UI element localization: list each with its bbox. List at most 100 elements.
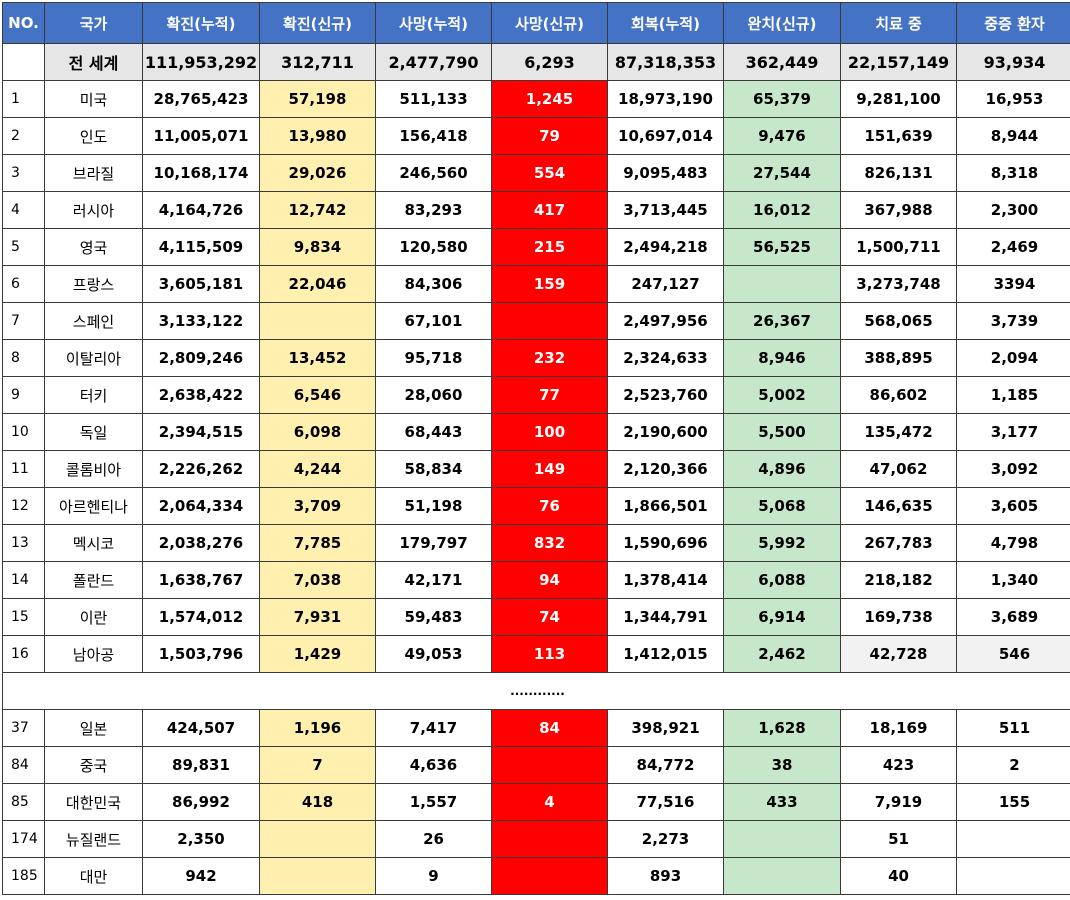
- cell-confirmed-new: [259, 302, 376, 340]
- cell-confirmed-total: 2,350: [142, 820, 260, 858]
- cell-critical: 1,340: [956, 561, 1070, 599]
- cell-deaths-total: 1,557: [375, 783, 492, 821]
- cell-deaths-new: [491, 746, 608, 784]
- cell-recovered-total: 84,772: [607, 746, 724, 784]
- table-row: 185 대만 942 9 893 40: [2, 857, 1070, 895]
- cell-recovered-total: 1,866,501: [607, 487, 724, 525]
- table-row: 37 일본 424,507 1,196 7,417 84 398,921 1,628 18,16…: [2, 709, 1070, 747]
- cell-deaths-new: 100: [491, 413, 608, 451]
- country-name: 일본: [44, 709, 143, 747]
- cell-deaths-total: 84,306: [375, 265, 492, 303]
- cell-deaths-total: 511,133: [375, 80, 492, 118]
- cell-deaths-total: 59,483: [375, 598, 492, 636]
- cell-confirmed-new: 6,546: [259, 376, 376, 414]
- country-name: 영국: [44, 228, 143, 266]
- header-confirmed-total: 확진(누적): [142, 2, 260, 44]
- cell-active: 367,988: [840, 191, 957, 229]
- world-deaths-total: 2,477,790: [375, 43, 492, 81]
- cell-deaths-new: 74: [491, 598, 608, 636]
- cell-active: 42,728: [840, 635, 957, 673]
- cell-confirmed-total: 3,605,181: [142, 265, 260, 303]
- cell-critical: 3,689: [956, 598, 1070, 636]
- cell-recovered-new: 16,012: [723, 191, 841, 229]
- cell-confirmed-total: 86,992: [142, 783, 260, 821]
- row-number: 7: [2, 302, 45, 340]
- cell-confirmed-total: 3,133,122: [142, 302, 260, 340]
- header-deaths-total: 사망(누적): [375, 2, 492, 44]
- table-row: 13 멕시코 2,038,276 7,785 179,797 832 1,590,696 5,…: [2, 524, 1070, 562]
- table-row: 4 러시아 4,164,726 12,742 83,293 417 3,713,445 16,…: [2, 191, 1070, 229]
- cell-confirmed-new: 7,931: [259, 598, 376, 636]
- cell-confirmed-new: 1,196: [259, 709, 376, 747]
- cell-confirmed-total: 2,809,246: [142, 339, 260, 377]
- cell-deaths-new: 149: [491, 450, 608, 488]
- cell-recovered-new: 4,896: [723, 450, 841, 488]
- cell-deaths-new: 159: [491, 265, 608, 303]
- cell-recovered-new: 1,628: [723, 709, 841, 747]
- cell-confirmed-total: 942: [142, 857, 260, 895]
- cell-active: 267,783: [840, 524, 957, 562]
- cell-confirmed-new: 3,709: [259, 487, 376, 525]
- table-row: 5 영국 4,115,509 9,834 120,580 215 2,494,218 56,5…: [2, 228, 1070, 266]
- cell-confirmed-total: 2,638,422: [142, 376, 260, 414]
- ellipsis-row: ............: [2, 672, 1070, 710]
- cell-deaths-total: 179,797: [375, 524, 492, 562]
- cell-recovered-total: 77,516: [607, 783, 724, 821]
- table-row: 12 아르헨티나 2,064,334 3,709 51,198 76 1,866,501 5,…: [2, 487, 1070, 525]
- cell-confirmed-total: 2,226,262: [142, 450, 260, 488]
- cell-recovered-new: 2,462: [723, 635, 841, 673]
- cell-critical: 8,944: [956, 117, 1070, 155]
- cell-recovered-new: [723, 820, 841, 858]
- cell-recovered-total: 2,273: [607, 820, 724, 858]
- cell-recovered-new: 65,379: [723, 80, 841, 118]
- cell-confirmed-new: 12,742: [259, 191, 376, 229]
- country-name: 미국: [44, 80, 143, 118]
- cell-confirmed-new: 13,980: [259, 117, 376, 155]
- country-name: 터키: [44, 376, 143, 414]
- row-number: 174: [2, 820, 45, 858]
- cell-deaths-total: 7,417: [375, 709, 492, 747]
- row-number: 37: [2, 709, 45, 747]
- cell-confirmed-new: 418: [259, 783, 376, 821]
- cell-confirmed-new: 7: [259, 746, 376, 784]
- row-number: 4: [2, 191, 45, 229]
- cell-deaths-new: 215: [491, 228, 608, 266]
- cell-active: 169,738: [840, 598, 957, 636]
- cell-critical: 2,300: [956, 191, 1070, 229]
- country-name: 이탈리아: [44, 339, 143, 377]
- cell-confirmed-total: 11,005,071: [142, 117, 260, 155]
- table-row: 15 이란 1,574,012 7,931 59,483 74 1,344,791 6,914…: [2, 598, 1070, 636]
- cell-deaths-total: 246,560: [375, 154, 492, 192]
- cell-confirmed-total: 1,503,796: [142, 635, 260, 673]
- cell-active: 9,281,100: [840, 80, 957, 118]
- cell-confirmed-total: 89,831: [142, 746, 260, 784]
- cell-active: 423: [840, 746, 957, 784]
- cell-confirmed-total: 2,064,334: [142, 487, 260, 525]
- cell-deaths-new: [491, 820, 608, 858]
- cell-critical: 2: [956, 746, 1070, 784]
- cell-deaths-total: 120,580: [375, 228, 492, 266]
- table-row: 10 독일 2,394,515 6,098 68,443 100 2,190,600 5,50…: [2, 413, 1070, 451]
- cell-recovered-total: 3,713,445: [607, 191, 724, 229]
- cell-deaths-new: 832: [491, 524, 608, 562]
- ellipsis-text: ............: [2, 672, 1070, 710]
- cell-recovered-new: 8,946: [723, 339, 841, 377]
- cell-critical: 1,185: [956, 376, 1070, 414]
- cell-critical: [956, 857, 1070, 895]
- country-name: 스페인: [44, 302, 143, 340]
- cell-active: 388,895: [840, 339, 957, 377]
- cell-confirmed-new: 29,026: [259, 154, 376, 192]
- cell-active: 47,062: [840, 450, 957, 488]
- cell-confirmed-new: 4,244: [259, 450, 376, 488]
- cell-confirmed-new: 1,429: [259, 635, 376, 673]
- cell-deaths-total: 9: [375, 857, 492, 895]
- cell-deaths-new: 84: [491, 709, 608, 747]
- cell-confirmed-new: 13,452: [259, 339, 376, 377]
- row-number: 2: [2, 117, 45, 155]
- cell-critical: 511: [956, 709, 1070, 747]
- cell-recovered-new: 6,914: [723, 598, 841, 636]
- cell-confirmed-total: 424,507: [142, 709, 260, 747]
- cell-deaths-total: 58,834: [375, 450, 492, 488]
- cell-deaths-total: 83,293: [375, 191, 492, 229]
